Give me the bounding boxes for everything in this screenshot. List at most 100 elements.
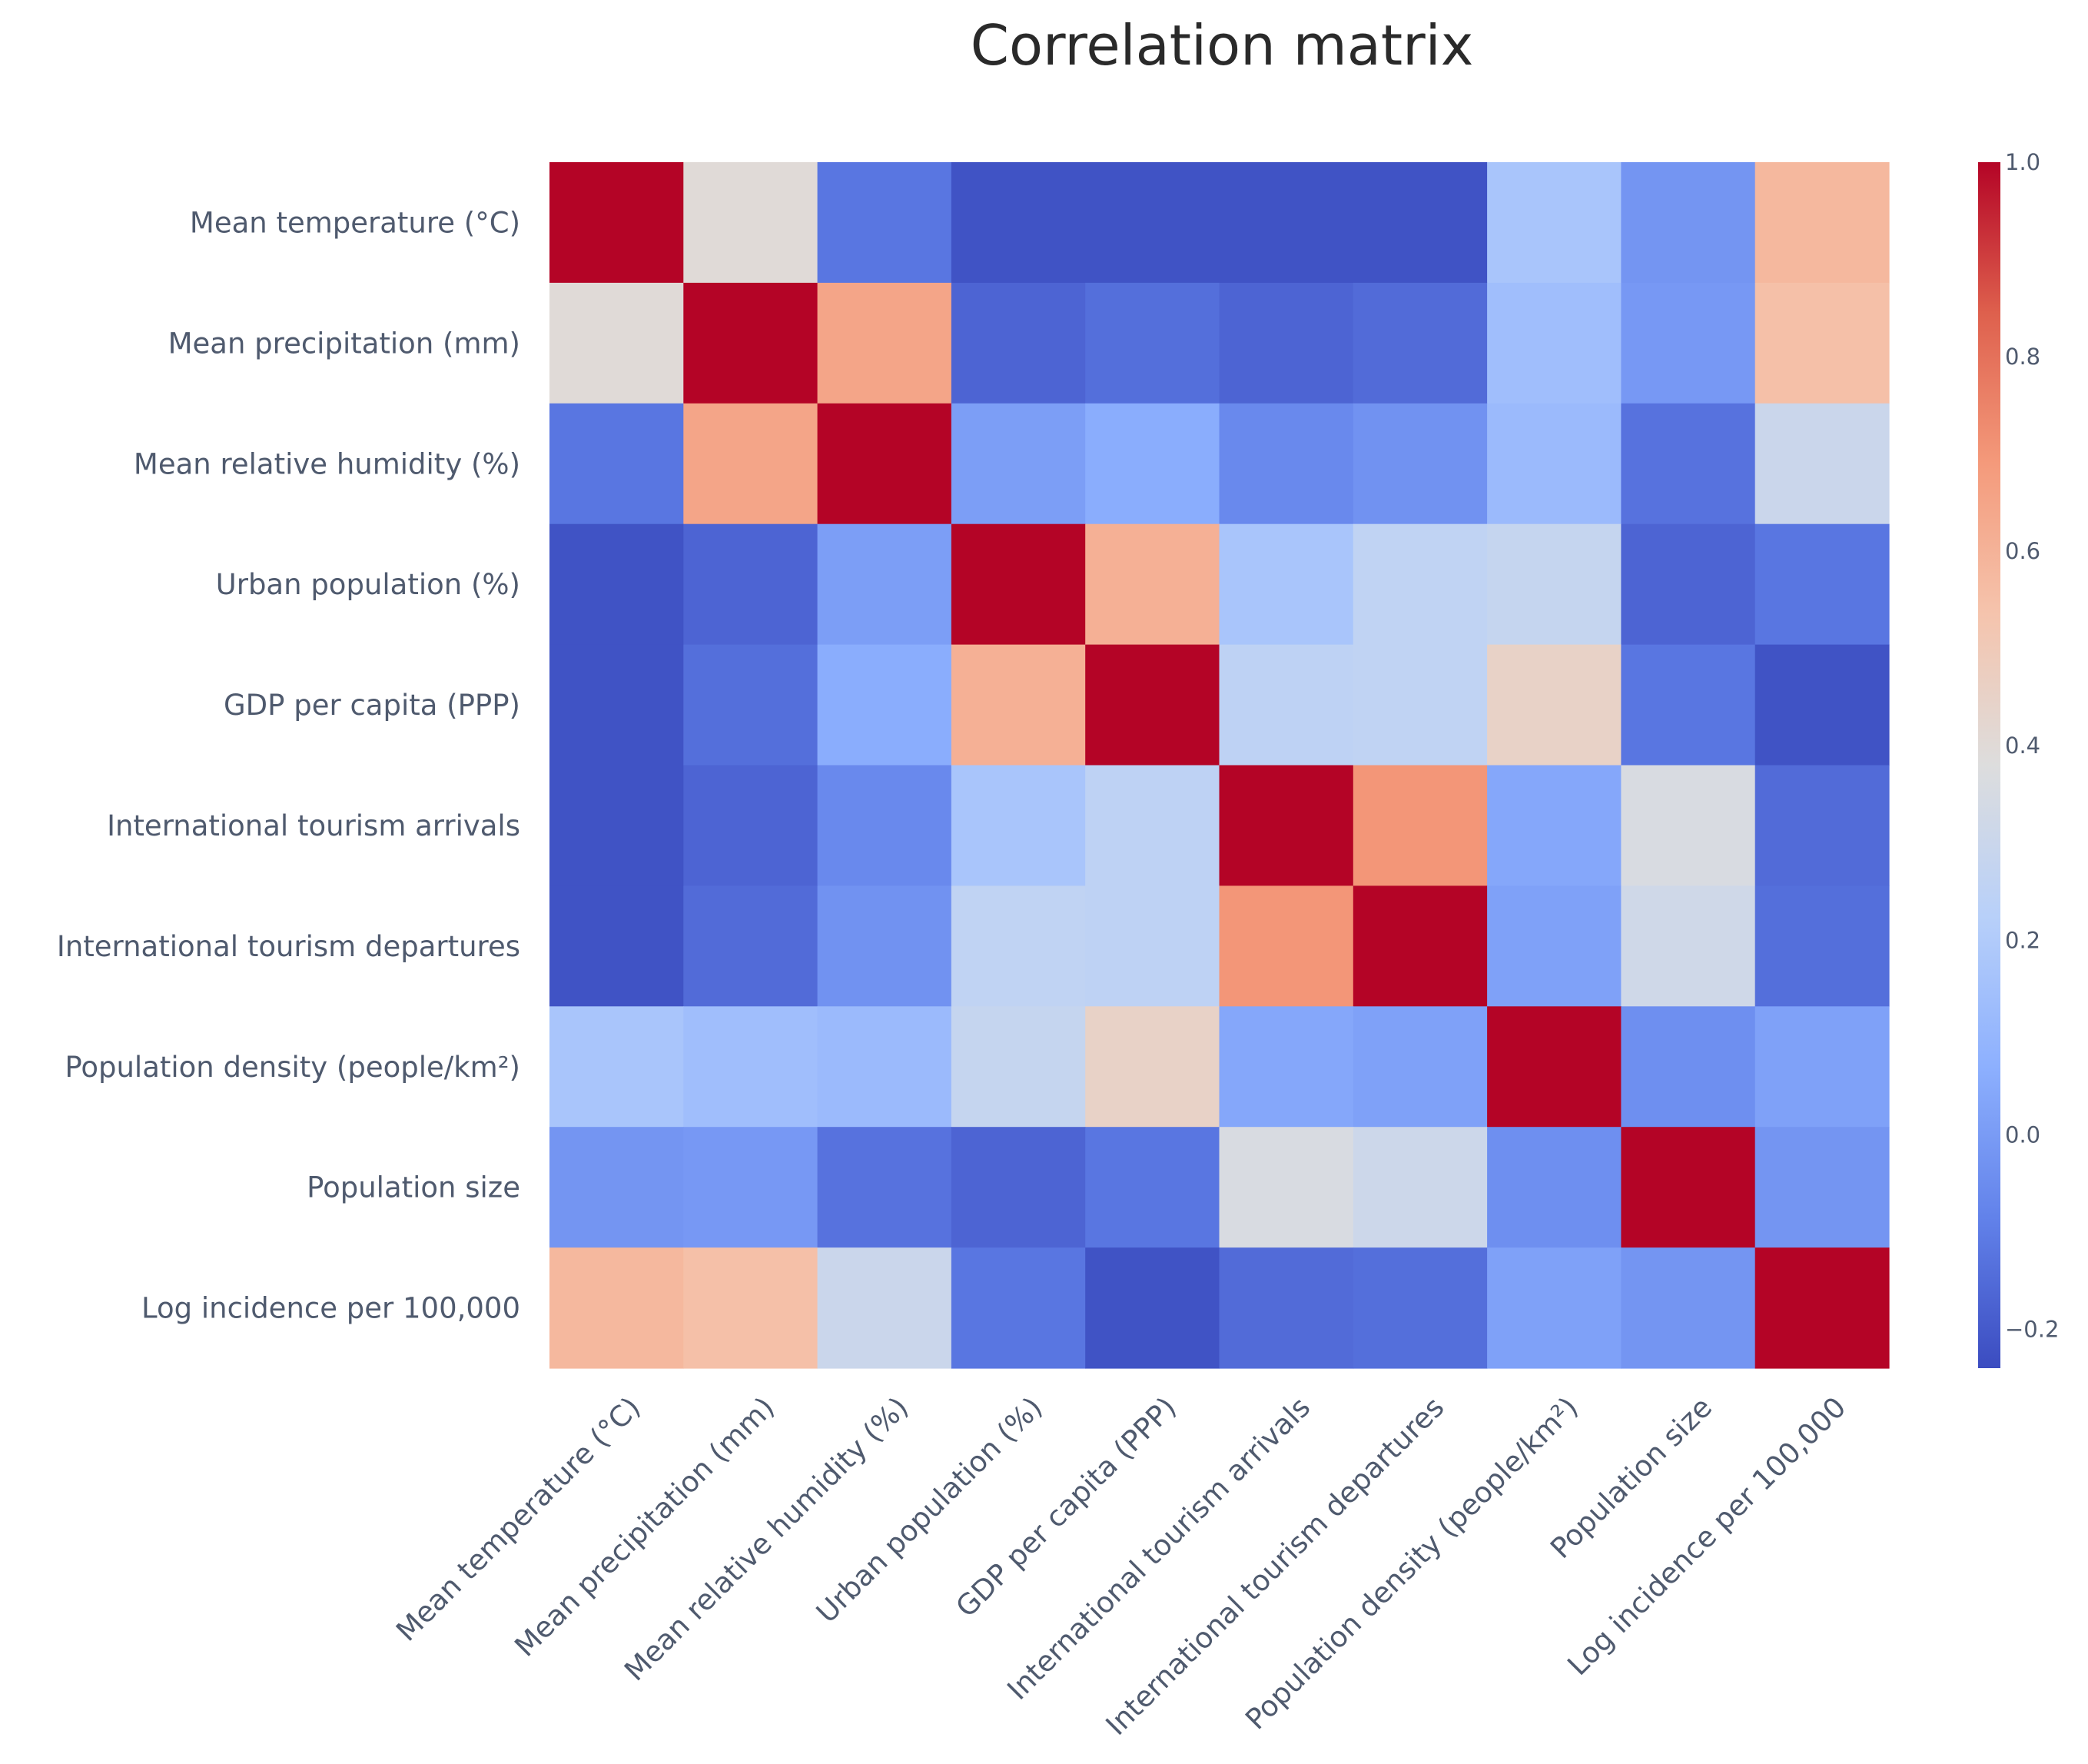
heatmap-cell [1085,162,1220,284]
x-axis-label: Urban population (%) [810,1390,1049,1629]
colorbar: 1.0 0.8 0.6 0.4 0.2 0.0 −0.2 [1978,149,2059,1368]
heatmap-cell [1085,1247,1220,1369]
heatmap-cell [1487,644,1622,766]
heatmap-cell [1754,162,1890,284]
heatmap-cell [1754,282,1890,404]
heatmap-cell [1219,1006,1354,1128]
heatmap-cell [549,162,684,284]
heatmap-cell [549,1006,684,1128]
x-axis-label: Mean relative humidity (%) [618,1390,915,1687]
heatmap-cell [951,523,1086,646]
y-axis-label: Population size [307,1171,520,1204]
heatmap-cell [549,1127,684,1248]
heatmap-cell [951,282,1086,404]
y-axis-label: Log incidence per 100,000 [141,1292,520,1325]
x-axis-label: Mean precipitation (mm) [509,1390,782,1663]
heatmap-cell [1621,1127,1756,1248]
heatmap-cell [549,523,684,646]
heatmap-cell [1487,1247,1622,1369]
heatmap-cell [817,523,952,646]
heatmap-cell [1621,282,1756,404]
heatmap-cell [951,765,1086,886]
heatmap-cell [1621,523,1756,646]
heatmap-cell [1353,1247,1488,1369]
heatmap-cell [817,644,952,766]
heatmap-cell [683,282,818,404]
y-axis-label: Population density (people/km²) [65,1051,520,1084]
heatmap-cell [1219,1127,1354,1248]
colorbar-tick-label: 1.0 [2005,149,2040,175]
heatmap-cell [1621,162,1756,284]
heatmap-cell [683,523,818,646]
heatmap-cell [1353,644,1488,766]
x-axis-label: Log incidence per 100,000 [1561,1390,1852,1682]
heatmap-cell [951,644,1086,766]
y-axis-label: Urban population (%) [216,568,520,601]
heatmap-cell [1621,765,1756,886]
heatmap-cell [1487,885,1622,1007]
y-axis-label: Mean precipitation (mm) [168,327,520,360]
heatmap-cell [1353,1006,1488,1128]
heatmap-cell [1487,1006,1622,1128]
heatmap-cell [817,1247,952,1369]
heatmap-cell [549,885,684,1007]
heatmap-cell [951,885,1086,1007]
heatmap-cell [1353,403,1488,525]
heatmap-cell [1219,765,1354,886]
heatmap-cell [1353,1127,1488,1248]
colorbar-tick-label: 0.4 [2005,733,2040,759]
x-axis-label: Mean temperature (°C) [390,1390,647,1648]
heatmap-cell [683,1127,818,1248]
heatmap-cell [1353,765,1488,886]
colorbar-gradient [1978,162,2000,1368]
heatmap-cell [683,1247,818,1369]
heatmap-cell [951,1006,1086,1128]
heatmap-cell [1621,403,1756,525]
heatmap-cell [1621,885,1756,1007]
heatmap-cell [1085,523,1220,646]
heatmap-cell [549,403,684,525]
heatmap-cell [951,1247,1086,1369]
heatmap-cell [1621,644,1756,766]
heatmap-cell [1085,1127,1220,1248]
heatmap-cell [951,1127,1086,1248]
colorbar-tick-label: −0.2 [2005,1316,2059,1342]
heatmap-cell [683,162,818,284]
y-axis-label: International tourism arrivals [107,809,520,842]
heatmap-cell [683,644,818,766]
heatmap-cell [1085,403,1220,525]
x-axis-labels: Mean temperature (°C)Mean precipitation … [390,1390,1852,1742]
y-axis-label: Mean temperature (°C) [190,206,520,239]
heatmap-cell [549,282,684,404]
heatmap-cell [1353,523,1488,646]
heatmap-cell [1219,523,1354,646]
heatmap-cell [1754,523,1890,646]
heatmap-cell [817,765,952,886]
heatmap-cell [549,644,684,766]
heatmap-cell [817,282,952,404]
heatmap-cell [1085,1006,1220,1128]
heatmap-cell [1621,1247,1756,1369]
heatmap-cell [1754,644,1890,766]
heatmap-cell [1085,885,1220,1007]
heatmap-cell [951,403,1086,525]
heatmap-cell [1219,282,1354,404]
heatmap-cell [1621,1006,1756,1128]
y-axis-label: GDP per capita (PPP) [224,689,520,722]
heatmap-cell [1487,162,1622,284]
heatmap-cell [1487,765,1622,886]
heatmap-cell [1487,1127,1622,1248]
heatmap-cell [817,162,952,284]
x-axis-label: GDP per capita (PPP) [950,1390,1183,1623]
heatmap-cell [1219,644,1354,766]
heatmap-cell [1487,403,1622,525]
heatmap-cell [683,885,818,1007]
heatmap-cell [1353,282,1488,404]
heatmap-cell [549,1247,684,1369]
heatmap-cell [1353,162,1488,284]
heatmap-cell [549,765,684,886]
heatmap-cell [817,885,952,1007]
heatmap-cell [1219,403,1354,525]
y-axis-labels: Mean temperature (°C) Mean precipitation … [57,206,520,1324]
